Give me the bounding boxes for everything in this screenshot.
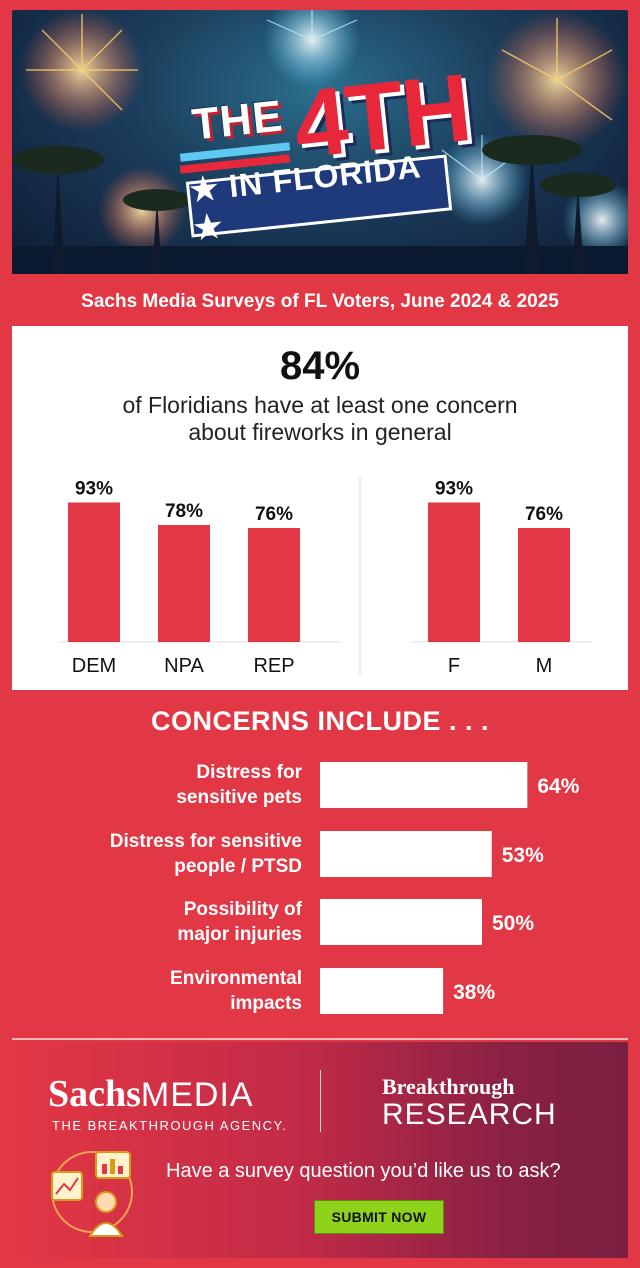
bar-m: [518, 528, 570, 642]
concern-value-label: 64%: [537, 775, 579, 798]
concern-category-label: Distress for sensitive: [110, 831, 302, 852]
concern-category-label: sensitive pets: [176, 787, 302, 808]
concern-category-label: impacts: [230, 993, 302, 1014]
title-in-florida-band: ★ IN FLORIDA ★: [185, 148, 453, 246]
bar-npa: [158, 525, 210, 642]
footer-separator: [320, 1070, 321, 1132]
headline-stat: 84%: [279, 344, 361, 388]
survey-icon: [51, 1151, 133, 1237]
concern-bar: [320, 831, 492, 877]
headline-desc-line2: about fireworks in general: [188, 419, 452, 445]
concern-value-label: 38%: [453, 981, 495, 1004]
survey-subtitle: Sachs Media Surveys of FL Voters, June 2…: [81, 291, 559, 312]
concern-category-label: people / PTSD: [174, 856, 302, 877]
concerns-title: CONCERNS INCLUDE . . .: [150, 706, 490, 736]
bar-category-label: NPA: [164, 655, 204, 677]
divider: [12, 1038, 628, 1040]
concern-category-label: Environmental: [170, 968, 302, 989]
concern-bar: [320, 762, 528, 808]
bar-category-label: M: [536, 655, 553, 677]
concern-value-label: 53%: [502, 844, 544, 867]
footer: SachsMEDIA THE BREAKTHROUGH AGENCY. Brea…: [12, 1042, 628, 1258]
concern-category-label: Possibility of: [184, 899, 303, 920]
bar-value-label: 76%: [525, 504, 563, 525]
breakthrough-logo[interactable]: Breakthrough: [382, 1074, 515, 1099]
hero-title: THE 4TH ★ IN FLORIDA ★: [12, 10, 628, 274]
headline-panel: 84% of Floridians have at least one conc…: [12, 326, 628, 690]
concern-category-label: Distress for: [196, 762, 302, 783]
bar-category-label: DEM: [72, 655, 116, 677]
party-gender-bar-chart: 93% DEM 78% NPA 76% REP 93% F 76% M: [60, 476, 592, 677]
ask-question-text: Have a survey question you’d like us to …: [166, 1160, 561, 1182]
bar-value-label: 78%: [165, 501, 203, 522]
sachs-media-logo[interactable]: SachsMEDIA: [48, 1072, 254, 1116]
hero-banner: THE 4TH ★ IN FLORIDA ★: [12, 10, 628, 274]
research-logo: RESEARCH: [382, 1098, 557, 1131]
concern-bar: [320, 899, 482, 945]
sachs-logo-b: MEDIA: [140, 1076, 254, 1114]
bar-value-label: 76%: [255, 504, 293, 525]
submit-now-button[interactable]: SUBMIT NOW: [314, 1200, 444, 1234]
bar-f: [428, 502, 480, 642]
bar-category-label: F: [448, 655, 460, 677]
sachs-logo-a: Sachs: [48, 1073, 141, 1115]
headline-description: of Floridians have at least one concern …: [12, 392, 628, 446]
headline-desc-line1: of Floridians have at least one concern: [122, 392, 518, 418]
bar-value-label: 93%: [435, 479, 473, 500]
concern-value-label: 50%: [492, 912, 534, 935]
bar-rep: [248, 528, 300, 642]
concern-category-label: major injuries: [177, 924, 302, 945]
bar-category-label: REP: [253, 655, 294, 677]
bar-value-label: 93%: [75, 479, 113, 500]
concern-bar: [320, 968, 444, 1014]
sachs-tagline: THE BREAKTHROUGH AGENCY.: [52, 1118, 288, 1133]
bar-dem: [68, 502, 120, 642]
fireworks-illustration: [12, 10, 628, 274]
title-the: THE: [189, 91, 286, 150]
